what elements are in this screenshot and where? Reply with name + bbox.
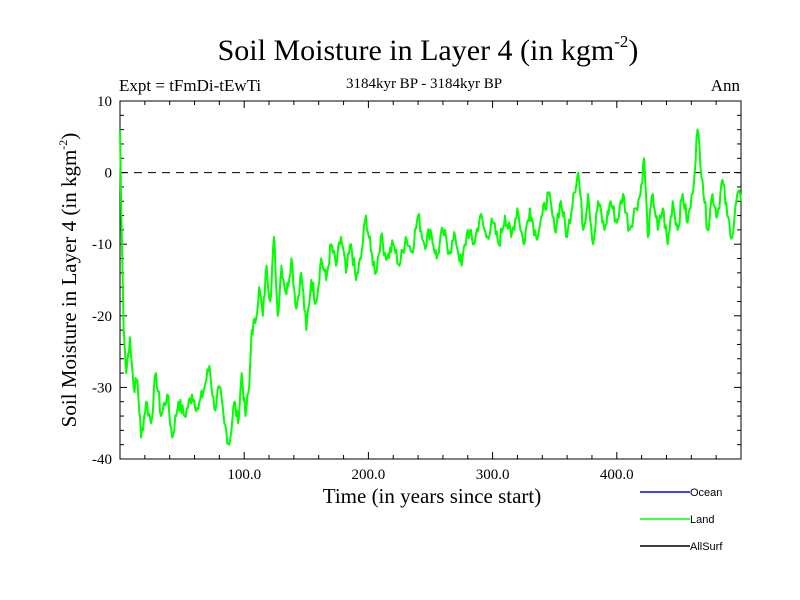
x-tick-label: 300.0	[476, 467, 510, 483]
legend-label-land: Land	[690, 514, 714, 526]
experiment-label: Expt = tFmDi-tEwTi	[119, 76, 261, 95]
y-tick-label: -20	[92, 309, 112, 325]
x-axis-label: Time (in years since start)	[323, 484, 542, 508]
y-axis: 10 0 -10 -20 -30 -40	[92, 94, 741, 468]
legend: Ocean Land AllSurf	[640, 487, 723, 553]
legend-label-allsurf: AllSurf	[690, 541, 723, 553]
y-tick-label: -30	[92, 380, 112, 396]
y-tick-label: -10	[92, 237, 112, 253]
x-tick-label: 200.0	[352, 467, 386, 483]
period-label: 3184kyr BP - 3184kyr BP	[346, 76, 502, 92]
y-tick-label: 0	[105, 166, 113, 182]
legend-label-ocean: Ocean	[690, 487, 722, 499]
x-axis: 100.0 200.0 300.0 400.0	[144, 101, 717, 483]
x-tick-label: 100.0	[227, 467, 261, 483]
y-tick-label: -40	[92, 452, 112, 468]
plot-area: 100.0 200.0 300.0 400.0 10 0 -10 -20 -30 -40	[92, 94, 742, 483]
plot-frame	[119, 100, 742, 460]
x-tick-label: 400.0	[600, 467, 634, 483]
y-tick-label: 10	[97, 94, 112, 110]
land-series-line	[119, 128, 742, 446]
season-label: Ann	[711, 76, 741, 95]
chart-title: Soil Moisture in Layer 4 (in kgm-2)	[218, 32, 639, 67]
y-axis-label: Soil Moisture in Layer 4 (in kgm-2)	[56, 133, 81, 428]
